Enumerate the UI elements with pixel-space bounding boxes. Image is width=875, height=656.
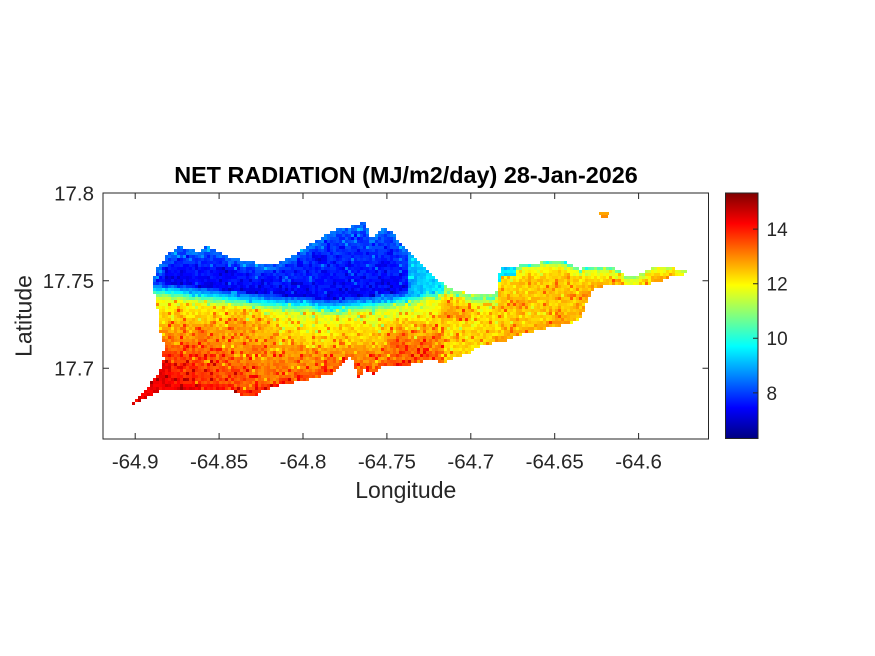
svg-text:-64.7: -64.7	[447, 451, 494, 474]
svg-text:12: 12	[767, 275, 788, 296]
svg-text:10: 10	[767, 329, 788, 350]
svg-text:Longitude: Longitude	[355, 477, 456, 503]
svg-text:14: 14	[767, 220, 789, 241]
svg-text:17.75: 17.75	[43, 270, 94, 293]
svg-text:NET RADIATION (MJ/m2/day) 28-J: NET RADIATION (MJ/m2/day) 28-Jan-2026	[174, 162, 638, 188]
svg-text:-64.85: -64.85	[190, 451, 248, 474]
svg-text:17.8: 17.8	[54, 182, 94, 205]
svg-text:8: 8	[767, 384, 778, 405]
svg-text:-64.75: -64.75	[358, 451, 416, 474]
svg-text:Latitude: Latitude	[11, 275, 37, 357]
svg-text:-64.6: -64.6	[615, 451, 662, 474]
svg-text:17.7: 17.7	[54, 358, 94, 381]
svg-text:-64.9: -64.9	[112, 451, 159, 474]
svg-text:-64.8: -64.8	[280, 451, 327, 474]
svg-text:-64.65: -64.65	[526, 451, 584, 474]
